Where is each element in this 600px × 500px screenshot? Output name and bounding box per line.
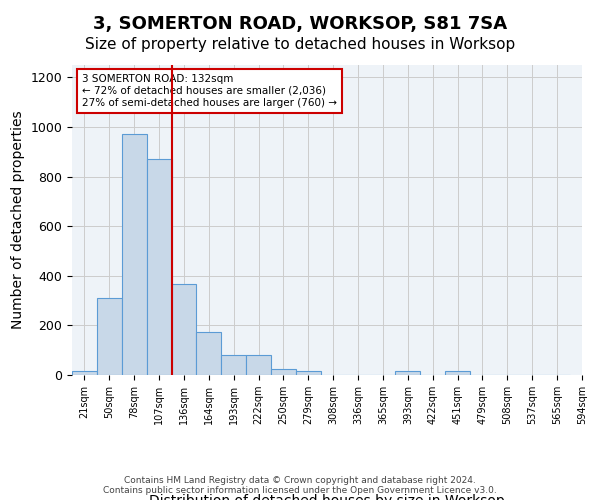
Bar (146, 159, 172, 375)
Text: Size of property relative to detached houses in Worksop: Size of property relative to detached ho… (85, 38, 515, 52)
X-axis label: Distribution of detached houses by size in Worksop: Distribution of detached houses by size … (149, 494, 505, 500)
Bar (246, 355, 271, 375)
Bar (122, 134, 146, 375)
Bar (296, 372, 321, 375)
Y-axis label: Number of detached properties: Number of detached properties (11, 110, 25, 330)
Text: 3 SOMERTON ROAD: 132sqm
← 72% of detached houses are smaller (2,036)
27% of semi: 3 SOMERTON ROAD: 132sqm ← 72% of detache… (82, 74, 337, 108)
Bar (221, 355, 246, 375)
Bar (196, 332, 221, 375)
Text: 3, SOMERTON ROAD, WORKSOP, S81 7SA: 3, SOMERTON ROAD, WORKSOP, S81 7SA (93, 15, 507, 33)
Bar (97, 298, 122, 375)
Text: Contains HM Land Registry data © Crown copyright and database right 2024.
Contai: Contains HM Land Registry data © Crown c… (103, 476, 497, 495)
Bar (271, 369, 296, 375)
Bar (445, 372, 470, 375)
Bar (72, 372, 97, 375)
Bar (172, 284, 196, 375)
Bar (395, 372, 420, 375)
